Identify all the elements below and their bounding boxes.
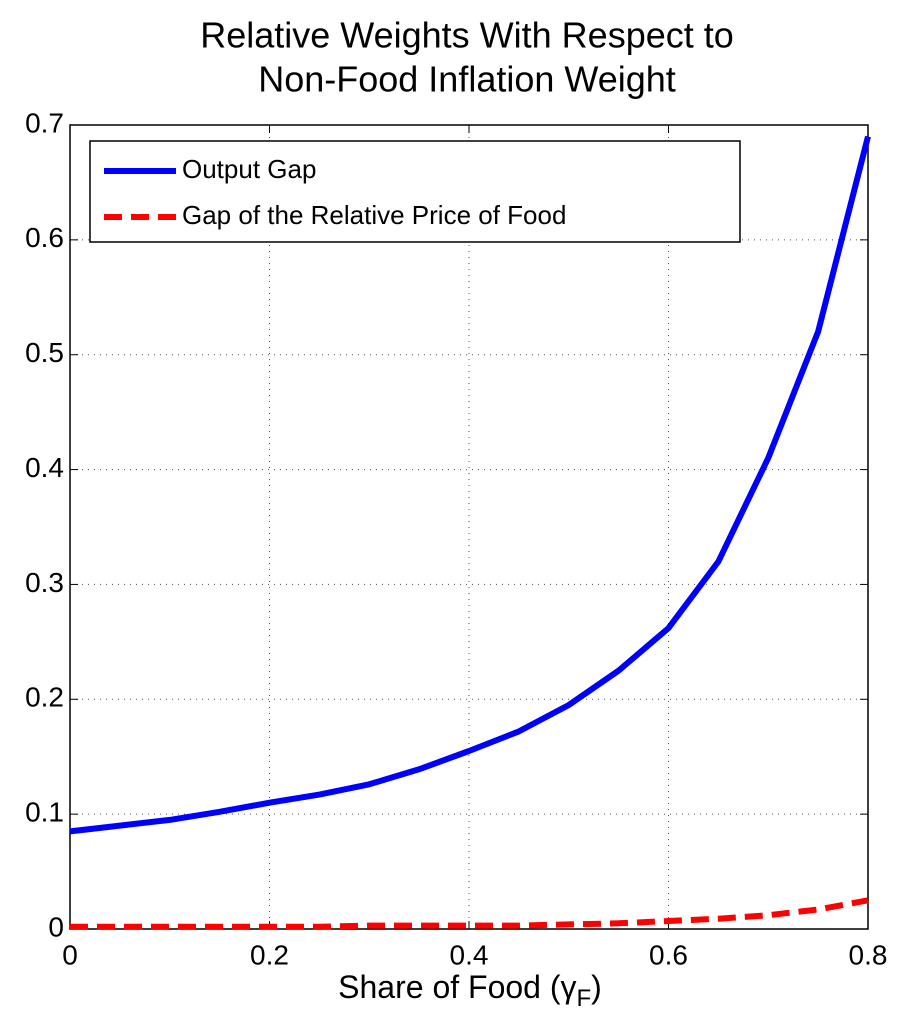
x-tick-label: 0.4 xyxy=(450,939,489,970)
x-tick-label: 0.8 xyxy=(849,939,888,970)
chart-title: Relative Weights With Respect to xyxy=(200,15,734,56)
legend-box xyxy=(89,140,741,243)
x-axis-label-main: Share of Food (γ xyxy=(338,969,576,1005)
series-line xyxy=(70,897,869,930)
y-tick-label: 0.3 xyxy=(25,567,64,598)
legend-label: Gap of the Relative Price of Food xyxy=(182,200,566,230)
x-tick-label: 0 xyxy=(62,939,78,970)
y-tick-label: 0.5 xyxy=(25,337,64,368)
legend-label: Output Gap xyxy=(182,154,316,184)
x-axis-label-subscript: F xyxy=(577,985,592,1012)
x-axis-label-close: ) xyxy=(591,969,602,1005)
plot-frame xyxy=(69,124,869,930)
x-tick-label: 0.2 xyxy=(250,939,289,970)
series-line xyxy=(69,135,871,835)
y-tick-label: 0.1 xyxy=(25,797,64,828)
y-tick-label: 0.7 xyxy=(25,107,64,138)
y-tick-label: 0 xyxy=(48,911,64,942)
y-tick-label: 0.6 xyxy=(25,222,64,253)
y-tick-label: 0.4 xyxy=(25,452,64,483)
chart-title: Non-Food Inflation Weight xyxy=(258,59,676,100)
y-tick-label: 0.2 xyxy=(25,682,64,713)
x-tick-label: 0.6 xyxy=(649,939,688,970)
x-axis-label: Share of Food (γF) xyxy=(338,969,602,1012)
